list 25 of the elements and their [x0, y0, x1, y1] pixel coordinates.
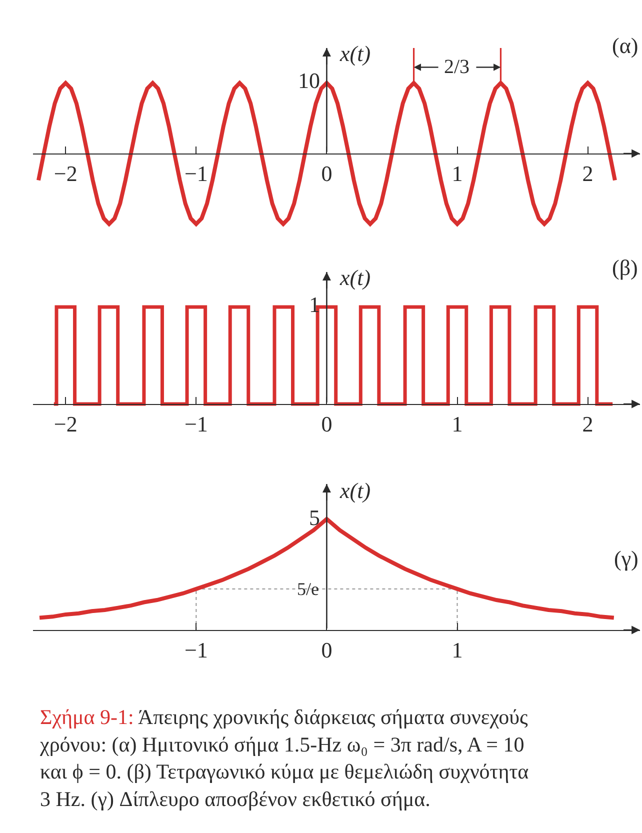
x-tick-label: 0 — [321, 412, 332, 437]
chart-title: (α) — [612, 33, 638, 58]
y-axis-title: x(t) — [339, 265, 371, 290]
x-tick-label: −2 — [54, 161, 78, 186]
x-tick-label: −1 — [184, 161, 208, 186]
y-axis-title: x(t) — [339, 41, 371, 66]
text: 2/3 — [444, 56, 470, 78]
x-tick-label: 1 — [452, 161, 463, 186]
x-tick-label: 2 — [582, 161, 594, 186]
y-axis-title: x(t) — [339, 478, 371, 503]
x-tick-label: 1 — [452, 412, 463, 437]
text: Σχήμα 9-1: — [40, 705, 134, 729]
annotation: 1 — [309, 292, 320, 317]
annotation: 10 — [298, 68, 320, 93]
x-tick-label: −1 — [184, 412, 208, 437]
annotation: 5 — [309, 505, 320, 530]
x-tick-label: 2 — [582, 412, 594, 437]
x-tick-label: 1 — [452, 638, 463, 663]
x-tick-label: 0 — [321, 161, 332, 186]
x-tick-label: 0 — [321, 638, 332, 663]
x-tick-label: −2 — [54, 412, 78, 437]
chart-title: (β) — [612, 255, 638, 280]
x-tick-label: −1 — [184, 638, 208, 663]
text: (γ) — [614, 546, 638, 571]
ref-line-label: 5/e — [297, 579, 319, 599]
